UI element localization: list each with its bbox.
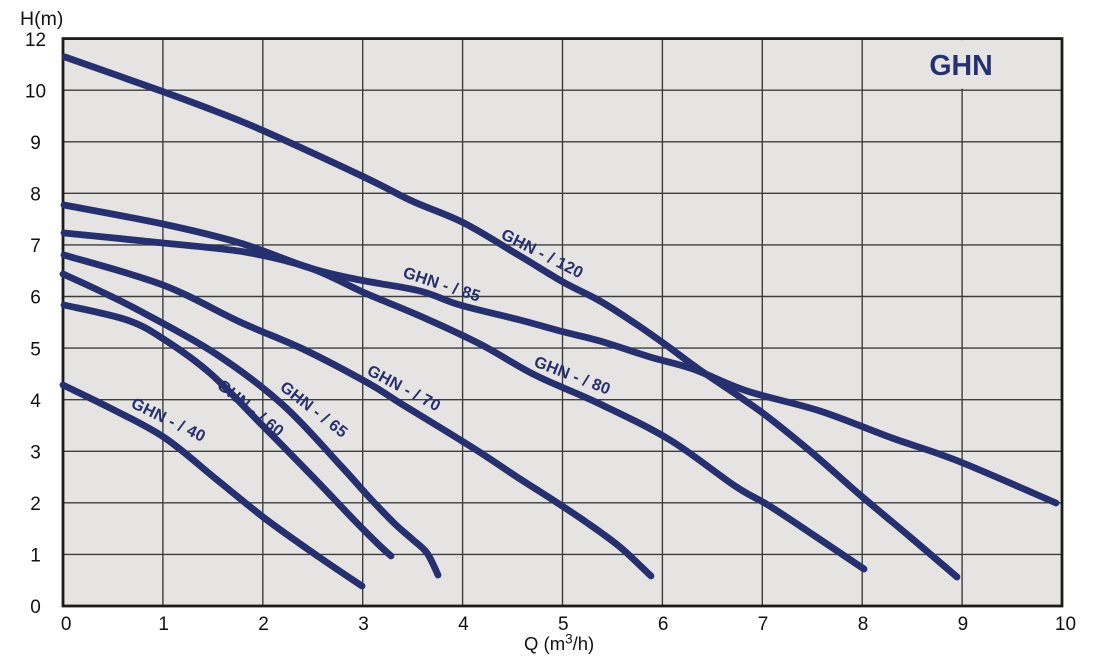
svg-text:4: 4	[458, 614, 469, 635]
svg-text:8: 8	[30, 185, 41, 206]
svg-text:6: 6	[30, 288, 41, 309]
svg-text:7: 7	[758, 614, 769, 635]
svg-text:1: 1	[158, 614, 169, 635]
svg-text:8: 8	[858, 614, 869, 635]
svg-text:2: 2	[30, 494, 41, 515]
svg-text:0: 0	[30, 597, 41, 618]
svg-text:3: 3	[358, 614, 369, 635]
svg-text:5: 5	[558, 614, 569, 635]
svg-text:9: 9	[958, 614, 969, 635]
svg-text:H(m): H(m)	[20, 8, 63, 30]
svg-text:10: 10	[25, 81, 46, 102]
svg-text:10: 10	[1055, 614, 1076, 635]
svg-text:GHN: GHN	[929, 50, 992, 82]
svg-text:2: 2	[258, 614, 269, 635]
svg-text:7: 7	[30, 236, 41, 257]
svg-text:12: 12	[25, 30, 46, 51]
svg-text:5: 5	[30, 339, 41, 360]
svg-text:1: 1	[30, 546, 41, 567]
svg-text:0: 0	[61, 614, 72, 635]
svg-text:4: 4	[30, 391, 41, 412]
svg-text:Q (m3/h): Q (m3/h)	[524, 632, 594, 655]
svg-text:6: 6	[658, 614, 669, 635]
svg-text:3: 3	[30, 443, 41, 464]
svg-text:9: 9	[30, 133, 41, 154]
